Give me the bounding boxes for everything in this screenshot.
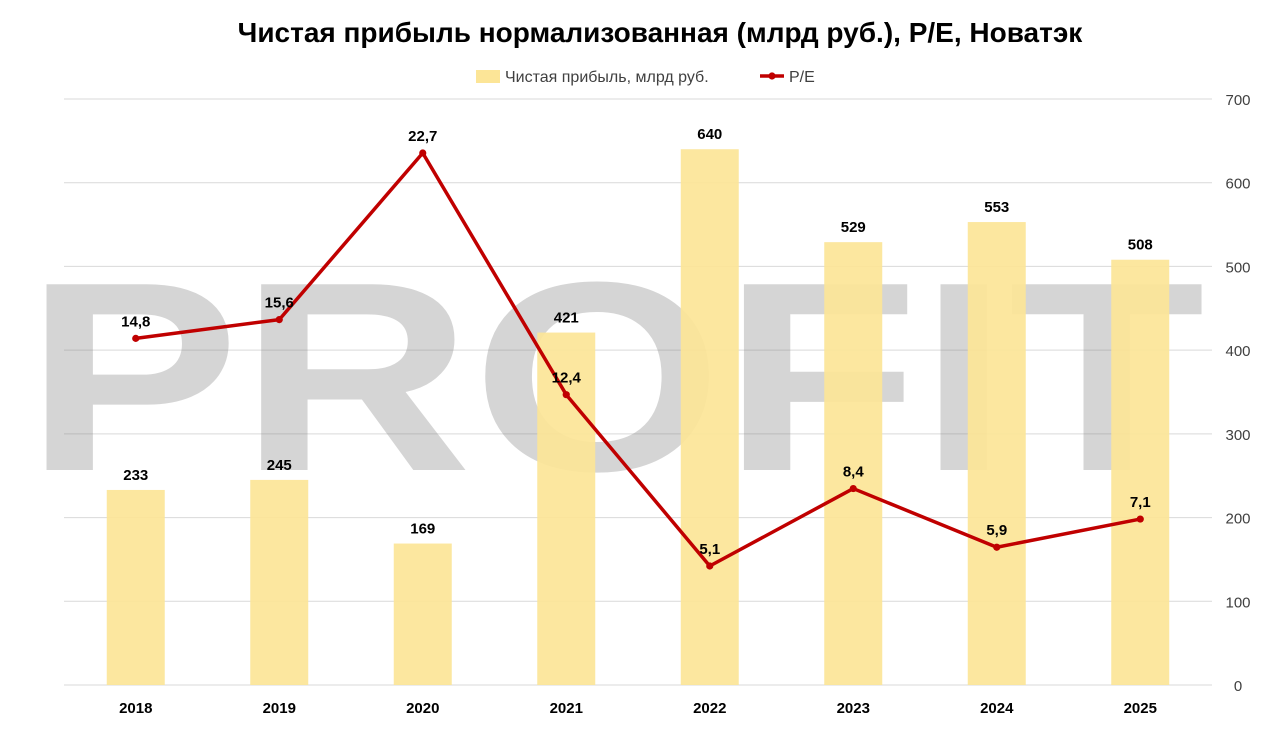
x-axis-tick-label: 2019 [263,700,296,717]
x-axis-tick-label: 2023 [837,700,870,717]
bar-value-label: 529 [841,219,866,236]
pe-line [135,151,1141,568]
pe-point-2019 [275,316,283,324]
right-axis-tick-label: 600 [1225,176,1250,193]
bar-2023 [824,242,883,685]
pe-value-label: 5,1 [699,541,720,558]
legend-line-marker [768,72,776,80]
pe-point-2024 [993,543,1001,551]
right-axis-tick-label: 200 [1225,511,1250,528]
pe-point-2022 [706,562,714,570]
pe-value-label: 8,4 [843,464,865,481]
pe-value-label: 22,7 [408,128,437,145]
right-axis-tick-label: 300 [1225,427,1250,444]
right-axis-tick-label: 0 [1234,678,1242,695]
legend: Чистая прибыль, млрд руб. P/E [476,69,815,86]
data-labels: 233 245 169 421 640 529 553 508 14,8 15,6 22,7 12,4… [121,126,1153,558]
bar-2020 [393,543,452,685]
x-axis-tick-label: 2025 [1124,700,1157,717]
pe-point-2020 [419,149,427,157]
pe-value-label: 12,4 [552,370,582,387]
bar-2019 [250,479,309,685]
bar-2024 [967,222,1026,685]
bar-2018 [106,489,165,685]
bar-2025 [1111,259,1170,685]
chart-title: Чистая прибыль нормализованная (млрд руб… [238,17,1084,48]
bar-value-label: 421 [554,310,579,327]
pe-point-2021 [562,391,570,399]
bar-value-label: 233 [123,467,148,484]
bar-value-label: 640 [697,126,722,143]
pe-point-2023 [849,484,857,493]
watermark: PROFIT [25,227,1205,528]
pe-value-label: 14,8 [121,313,150,330]
pe-point-2025 [1136,515,1144,523]
pe-value-label: 15,6 [265,295,294,312]
pe-value-label: 5,9 [986,522,1007,539]
x-axis-tick-label: 2024 [980,700,1014,717]
legend-line-label: P/E [789,69,815,86]
legend-bar-swatch [476,70,500,83]
bar-2022 [680,149,739,685]
right-axis-tick-label: 100 [1225,594,1250,611]
bar-value-label: 169 [410,521,435,538]
pe-point-2018 [132,334,140,342]
right-axis-tick-label: 400 [1225,343,1250,360]
right-axis-tick-label: 500 [1225,259,1250,276]
x-axis-tick-label: 2022 [693,700,726,717]
watermark-text: PROFIT [25,227,1205,528]
legend-bar-label: Чистая прибыль, млрд руб. [505,69,709,86]
bar-value-label: 245 [267,457,292,474]
pe-line-series [132,149,1144,570]
x-axis-tick-label: 2021 [550,700,583,717]
axes: 0 100 200 300 400 500 600 700 2018 2019 2020 2021 20… [119,92,1250,717]
right-axis-tick-label: 700 [1225,92,1250,109]
x-axis-tick-label: 2020 [406,700,439,717]
pe-value-label: 7,1 [1130,494,1151,511]
bar-value-label: 508 [1128,237,1153,254]
x-axis-tick-label: 2018 [119,700,152,717]
bar-value-label: 553 [984,199,1009,216]
